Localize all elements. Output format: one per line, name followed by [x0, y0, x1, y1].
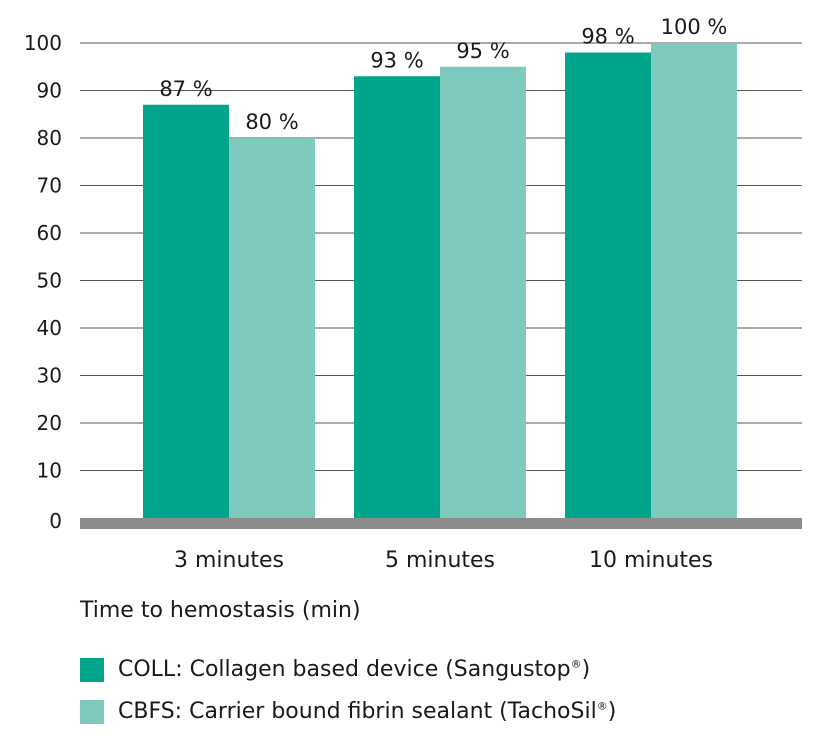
bar [229, 138, 315, 518]
bar [440, 66, 526, 518]
data-label: 95 % [456, 39, 509, 63]
y-tick-label: 70 [37, 174, 62, 198]
x-axis-label: Time to hemostasis (min) [80, 598, 361, 623]
y-tick-label: 80 [37, 126, 62, 150]
bar-chart: 0 10 20 30 40 50 60 70 80 90 100 87 % 80 % 93 % 95 % 9… [24, 15, 802, 573]
y-axis-tick-labels: 0 10 20 30 40 50 60 70 80 90 100 [24, 31, 62, 533]
category-label: 5 minutes [385, 548, 495, 573]
data-label: 87 % [159, 77, 212, 101]
category-label: 10 minutes [589, 548, 713, 573]
legend-item-coll: COLL: Collagen based device (Sangustop®) [80, 656, 616, 683]
data-labels: 87 % 80 % 93 % 95 % 98 % 100 % [159, 15, 727, 134]
y-tick-label: 20 [37, 411, 62, 435]
legend-item-cbfs: CBFS: Carrier bound fibrin sealant (Tach… [80, 698, 616, 725]
bar [354, 76, 440, 518]
x-axis-baseline [80, 518, 802, 529]
y-tick-label: 50 [37, 269, 62, 293]
legend-swatch-coll [80, 657, 104, 682]
legend: COLL: Collagen based device (Sangustop®)… [80, 656, 616, 740]
legend-label-coll: COLL: Collagen based device (Sangustop®) [118, 657, 591, 682]
data-label: 93 % [370, 48, 423, 72]
y-tick-label: 30 [37, 364, 62, 388]
y-tick-label: 60 [37, 221, 62, 245]
data-label: 98 % [581, 25, 634, 49]
y-tick-label: 90 [37, 79, 62, 103]
y-tick-label: 100 [24, 31, 62, 55]
category-label: 3 minutes [174, 548, 284, 573]
legend-label-cbfs: CBFS: Carrier bound fibrin sealant (Tach… [118, 699, 617, 724]
data-label: 100 % [661, 15, 728, 39]
baseline-bar [80, 518, 802, 529]
legend-swatch-cbfs [80, 699, 104, 724]
bars [143, 43, 737, 518]
bar [651, 43, 737, 518]
y-tick-label: 10 [37, 459, 62, 483]
bar [143, 104, 229, 518]
category-labels: 3 minutes 5 minutes 10 minutes [174, 548, 713, 573]
data-label: 80 % [245, 110, 298, 134]
y-tick-label: 0 [49, 509, 62, 533]
y-tick-label: 40 [37, 316, 62, 340]
bar [565, 52, 651, 518]
